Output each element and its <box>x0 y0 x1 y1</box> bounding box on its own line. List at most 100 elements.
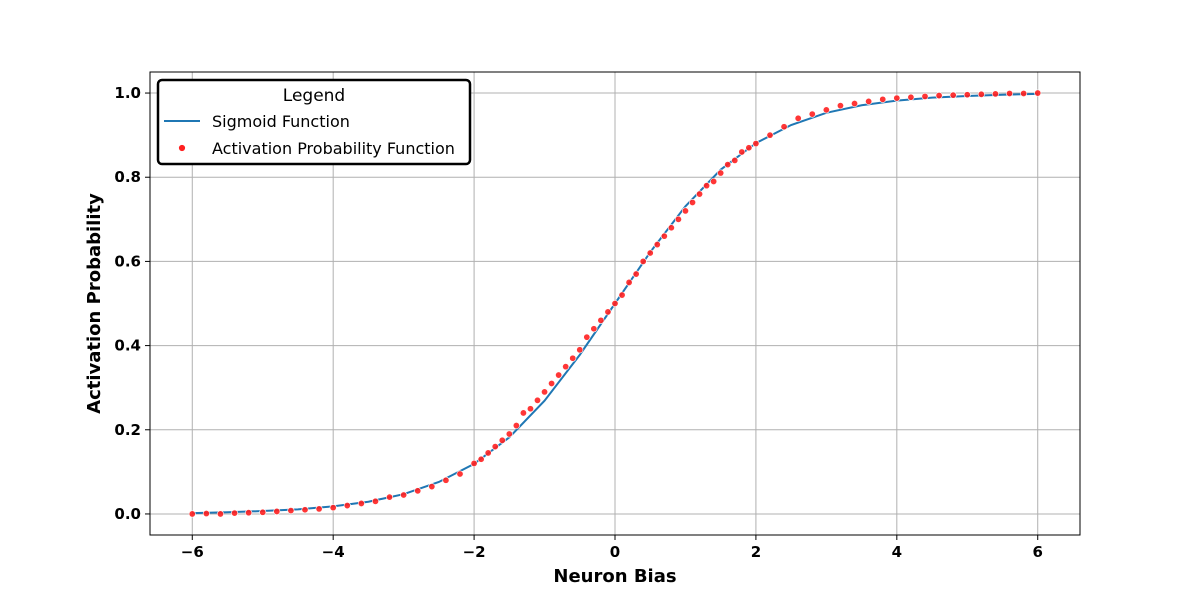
activation-point <box>505 430 513 438</box>
activation-point <box>681 207 689 215</box>
y-tick-label: 0.0 <box>114 505 141 523</box>
activation-point <box>590 325 598 333</box>
activation-point <box>442 476 450 484</box>
activation-point <box>688 198 696 206</box>
activation-point <box>836 102 844 110</box>
activation-point <box>526 405 534 413</box>
activation-point <box>653 241 661 249</box>
activation-point <box>287 507 295 515</box>
activation-point <box>646 249 654 257</box>
y-tick-label: 0.6 <box>114 252 141 270</box>
x-tick-label: −4 <box>322 543 345 561</box>
activation-point <box>576 346 584 354</box>
activation-point <box>667 224 675 232</box>
scatter-points-layer <box>188 89 1042 518</box>
legend-entry-sigmoid: Sigmoid Function <box>212 112 350 131</box>
activation-point <box>822 106 830 114</box>
legend-entry-activation: Activation Probability Function <box>212 139 455 158</box>
activation-point <box>611 299 619 307</box>
activation-point <box>766 131 774 139</box>
activation-point <box>893 94 901 102</box>
activation-point <box>259 508 267 516</box>
activation-point <box>632 270 640 278</box>
activation-point <box>717 169 725 177</box>
activation-point <box>696 190 704 198</box>
activation-point <box>639 257 647 265</box>
activation-point <box>921 92 929 100</box>
activation-point <box>371 497 379 505</box>
activation-point <box>216 510 224 518</box>
y-tick-label: 0.8 <box>114 168 141 186</box>
activation-point <box>625 278 633 286</box>
activation-point <box>562 363 570 371</box>
grid-lines <box>150 72 1080 535</box>
activation-point <box>745 144 753 152</box>
y-tick-label: 1.0 <box>114 84 141 102</box>
activation-point <box>949 91 957 99</box>
activation-point <box>315 505 323 513</box>
activation-point <box>674 215 682 223</box>
activation-point <box>400 491 408 499</box>
activation-point <box>329 504 337 512</box>
activation-point <box>808 110 816 118</box>
activation-point <box>428 483 436 491</box>
activation-point <box>794 114 802 122</box>
activation-point <box>188 510 196 518</box>
activation-point <box>583 333 591 341</box>
axis-ticks: −6 −4 −2 0 2 4 6 0.0 0.2 0.4 0.6 0.8 1.0 <box>114 84 1043 561</box>
activation-point <box>357 499 365 507</box>
activation-point <box>1006 89 1014 97</box>
activation-point <box>245 509 253 517</box>
activation-point <box>907 93 915 101</box>
y-axis-label: Activation Probability <box>84 193 105 414</box>
activation-point <box>491 443 499 451</box>
activation-point <box>231 509 239 517</box>
x-tick-label: 0 <box>610 543 620 561</box>
activation-point <box>879 95 887 103</box>
activation-point <box>935 92 943 100</box>
legend: Legend Sigmoid Function Activation Proba… <box>156 78 472 166</box>
x-tick-label: −2 <box>463 543 486 561</box>
activation-point <box>456 470 464 478</box>
activation-point <box>780 123 788 131</box>
activation-point <box>548 379 556 387</box>
x-tick-label: 2 <box>751 543 761 561</box>
activation-point <box>738 148 746 156</box>
activation-point <box>273 507 281 515</box>
y-tick-label: 0.2 <box>114 421 141 439</box>
activation-point <box>710 177 718 185</box>
x-axis-label: Neuron Bias <box>553 566 676 587</box>
activation-point <box>1034 89 1042 97</box>
x-tick-label: 4 <box>892 543 902 561</box>
activation-point <box>386 493 394 501</box>
legend-box <box>156 78 472 166</box>
activation-point <box>597 316 605 324</box>
activation-point <box>604 308 612 316</box>
activation-point <box>512 422 520 430</box>
activation-point <box>519 409 527 417</box>
activation-point <box>660 232 668 240</box>
activation-point <box>703 182 711 190</box>
activation-point <box>477 455 485 463</box>
activation-point <box>498 436 506 444</box>
activation-point <box>414 487 422 495</box>
legend-scatter-swatch <box>178 144 186 152</box>
y-tick-label: 0.4 <box>114 337 141 355</box>
activation-point <box>1020 89 1028 97</box>
activation-point <box>202 510 210 518</box>
activation-point <box>555 371 563 379</box>
activation-point <box>977 90 985 98</box>
x-tick-label: 6 <box>1033 543 1043 561</box>
legend-title: Legend <box>283 86 345 106</box>
activation-point <box>618 291 626 299</box>
activation-point <box>470 459 478 467</box>
activation-point <box>991 90 999 98</box>
activation-point <box>963 91 971 99</box>
activation-point <box>301 506 309 514</box>
activation-point <box>541 388 549 396</box>
activation-point <box>752 140 760 148</box>
activation-point <box>533 396 541 404</box>
activation-point <box>569 354 577 362</box>
activation-point <box>724 161 732 169</box>
